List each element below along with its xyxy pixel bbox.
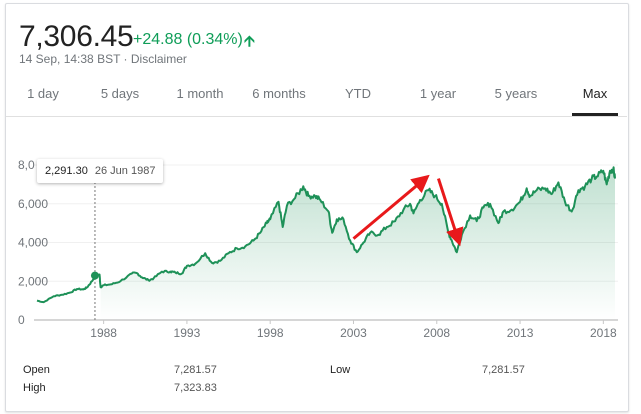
stat-low-value: 7,281.57 [482, 364, 525, 376]
y-tick-label: 2,000 [18, 274, 48, 288]
y-tick-label: 8,0 [18, 158, 35, 172]
annotation-arrow [437, 178, 464, 247]
x-tick-label: 2018 [590, 326, 617, 340]
current-price: 7,306.45 [19, 20, 134, 53]
stat-high-label: High [23, 382, 46, 394]
x-tick-label: 2013 [507, 326, 534, 340]
disclaimer-link[interactable]: Disclaimer [130, 52, 187, 66]
highlight-point [90, 271, 99, 280]
tooltip-value: 2,291.30 [45, 165, 88, 177]
y-tick-label: 0 [18, 313, 25, 327]
x-tick-label: 1998 [257, 326, 284, 340]
stat-high-value: 7,323.83 [174, 382, 217, 394]
divider [6, 116, 627, 117]
timestamp: 14 Sep, 14:38 BST [19, 52, 121, 66]
x-tick-label: 2003 [340, 326, 367, 340]
stat-open-value: 7,281.57 [174, 364, 217, 376]
x-tick-label: 1988 [90, 326, 117, 340]
price-line [36, 166, 616, 304]
annotation-arrow [352, 174, 430, 240]
tooltip: 2,291.30 26 Jun 1987 [37, 159, 164, 183]
tab-5-days[interactable]: 5 days [100, 86, 140, 101]
tab-5-years[interactable]: 5 years [494, 86, 538, 101]
active-tab-indicator [572, 113, 618, 116]
price-change: +24.88 (0.34%) [133, 31, 243, 48]
x-tick-label: 1993 [174, 326, 201, 340]
separator: · [123, 52, 128, 66]
timestamp-line: 14 Sep, 14:38 BST · Disclaimer [19, 52, 187, 66]
tab-1-day[interactable]: 1 day [27, 86, 59, 101]
arrow-up-icon: 🡩 [244, 33, 255, 50]
tab-1-month[interactable]: 1 month [176, 86, 224, 101]
stat-low-label: Low [330, 364, 351, 376]
tab-6-months[interactable]: 6 months [252, 86, 306, 101]
tab-max[interactable]: Max [582, 86, 608, 101]
y-tick-label: 4,000 [18, 236, 48, 250]
stat-open-label: Open [23, 364, 50, 376]
tab-ytd[interactable]: YTD [345, 86, 371, 101]
price-area-fill [100, 167, 616, 320]
tooltip-date: 26 Jun 1987 [94, 165, 156, 177]
y-tick-label: 6,000 [18, 197, 48, 211]
tab-1-year[interactable]: 1 year [419, 86, 457, 101]
x-tick-label: 2008 [423, 326, 450, 340]
